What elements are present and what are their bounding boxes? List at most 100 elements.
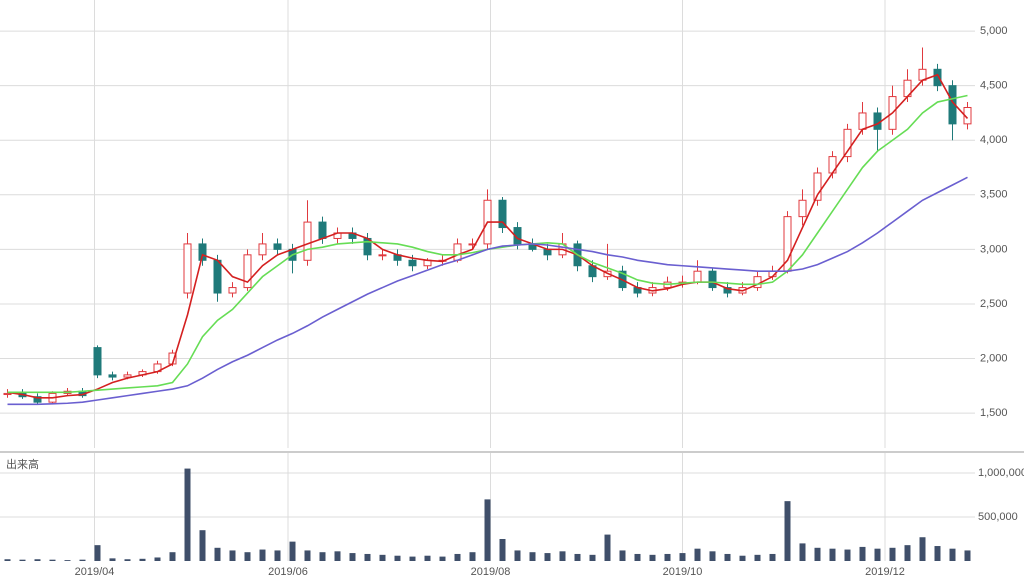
volume-bar [214,547,221,561]
volume-bar [244,552,251,561]
volume-bar [709,551,716,561]
volume-bar [349,553,356,561]
volume-bar [169,552,176,561]
candle-body [843,128,852,158]
volume-bar [829,548,836,561]
volume-bar [529,552,536,561]
candle-body [378,254,387,257]
volume-bar [64,560,71,561]
candle-body [303,221,312,261]
volume-bar [409,556,416,561]
volume-bar [754,554,761,561]
volume-bar [424,555,431,561]
volume-bar [649,554,656,561]
candle-body [723,287,732,294]
y-tick-label: 4,000 [980,134,1008,146]
candle-body [258,243,267,256]
volume-bar [844,549,851,561]
candle-body [408,259,417,267]
candle-body [693,270,702,283]
candle-body [318,221,327,239]
volume-bar [904,545,911,561]
volume-bar [289,541,296,561]
y-tick-label: 2,500 [980,298,1008,310]
candle-body [273,243,282,250]
candle-body [228,287,237,294]
volume-bar [94,545,101,561]
volume-bar [139,558,146,561]
volume-bar [889,547,896,561]
candle-body [813,172,822,201]
volume-bar [664,553,671,561]
volume-bar [919,537,926,561]
volume-bar [199,530,206,561]
x-tick-label: 2019/06 [268,566,308,578]
candle-body [198,243,207,261]
volume-bar [79,559,86,561]
volume-bar [484,499,491,561]
volume-bar [544,553,551,561]
candle-body [933,68,942,87]
x-tick-label: 2019/04 [75,566,115,578]
volume-bar [694,548,701,561]
y-tick-label: 1,500 [980,407,1008,419]
candle-body [3,392,12,396]
candle-body [213,259,222,294]
volume-bar [34,559,41,561]
volume-bar [634,553,641,561]
volume-bar [334,551,341,561]
candle-body [93,347,102,376]
volume-bar [589,554,596,561]
volume-bar [364,553,371,561]
moving-average-line [7,176,968,406]
y-tick-label: 3,500 [980,189,1008,201]
volume-bar [679,553,686,561]
candle-body [798,199,807,218]
volume-bar [859,546,866,561]
volume-bar [934,546,941,561]
candle-body [243,254,252,289]
volume-bar [559,551,566,561]
volume-bar [964,550,971,561]
volume-bar [274,550,281,561]
volume-bar [769,553,776,561]
x-tick-label: 2019/10 [663,566,703,578]
x-tick-label: 2019/12 [865,566,905,578]
volume-bar [799,543,806,561]
volume-bar [19,559,26,561]
candle-body [543,248,552,256]
volume-bar [379,554,386,561]
candle-body [183,243,192,294]
volume-bar [454,553,461,561]
volume-tick-label: 1,000,000 [978,467,1024,479]
volume-tick-label: 500,000 [978,511,1018,523]
volume-bar [319,552,326,561]
volume-bar [124,559,131,561]
x-tick-label: 2019/08 [471,566,511,578]
volume-bar [514,550,521,561]
volume-bar [184,468,191,561]
volume-bar [724,553,731,561]
volume-label: 出来高 [6,457,39,471]
volume-bar [304,550,311,561]
volume-bar [874,548,881,561]
candle-body [33,396,42,403]
volume-bar [259,549,266,561]
volume-bar [619,550,626,561]
volume-bar [604,534,611,561]
candle-body [123,374,132,378]
volume-bar [109,558,116,561]
candle-body [858,112,867,130]
volume-bar [814,547,821,561]
volume-bar [739,555,746,561]
volume-bar [574,553,581,561]
volume-bar [154,557,161,561]
volume-bar [469,552,476,561]
y-tick-label: 5,000 [980,25,1008,37]
volume-bar [784,501,791,561]
volume-bar [394,555,401,561]
candle-body [453,243,462,261]
volume-bar [439,556,446,561]
